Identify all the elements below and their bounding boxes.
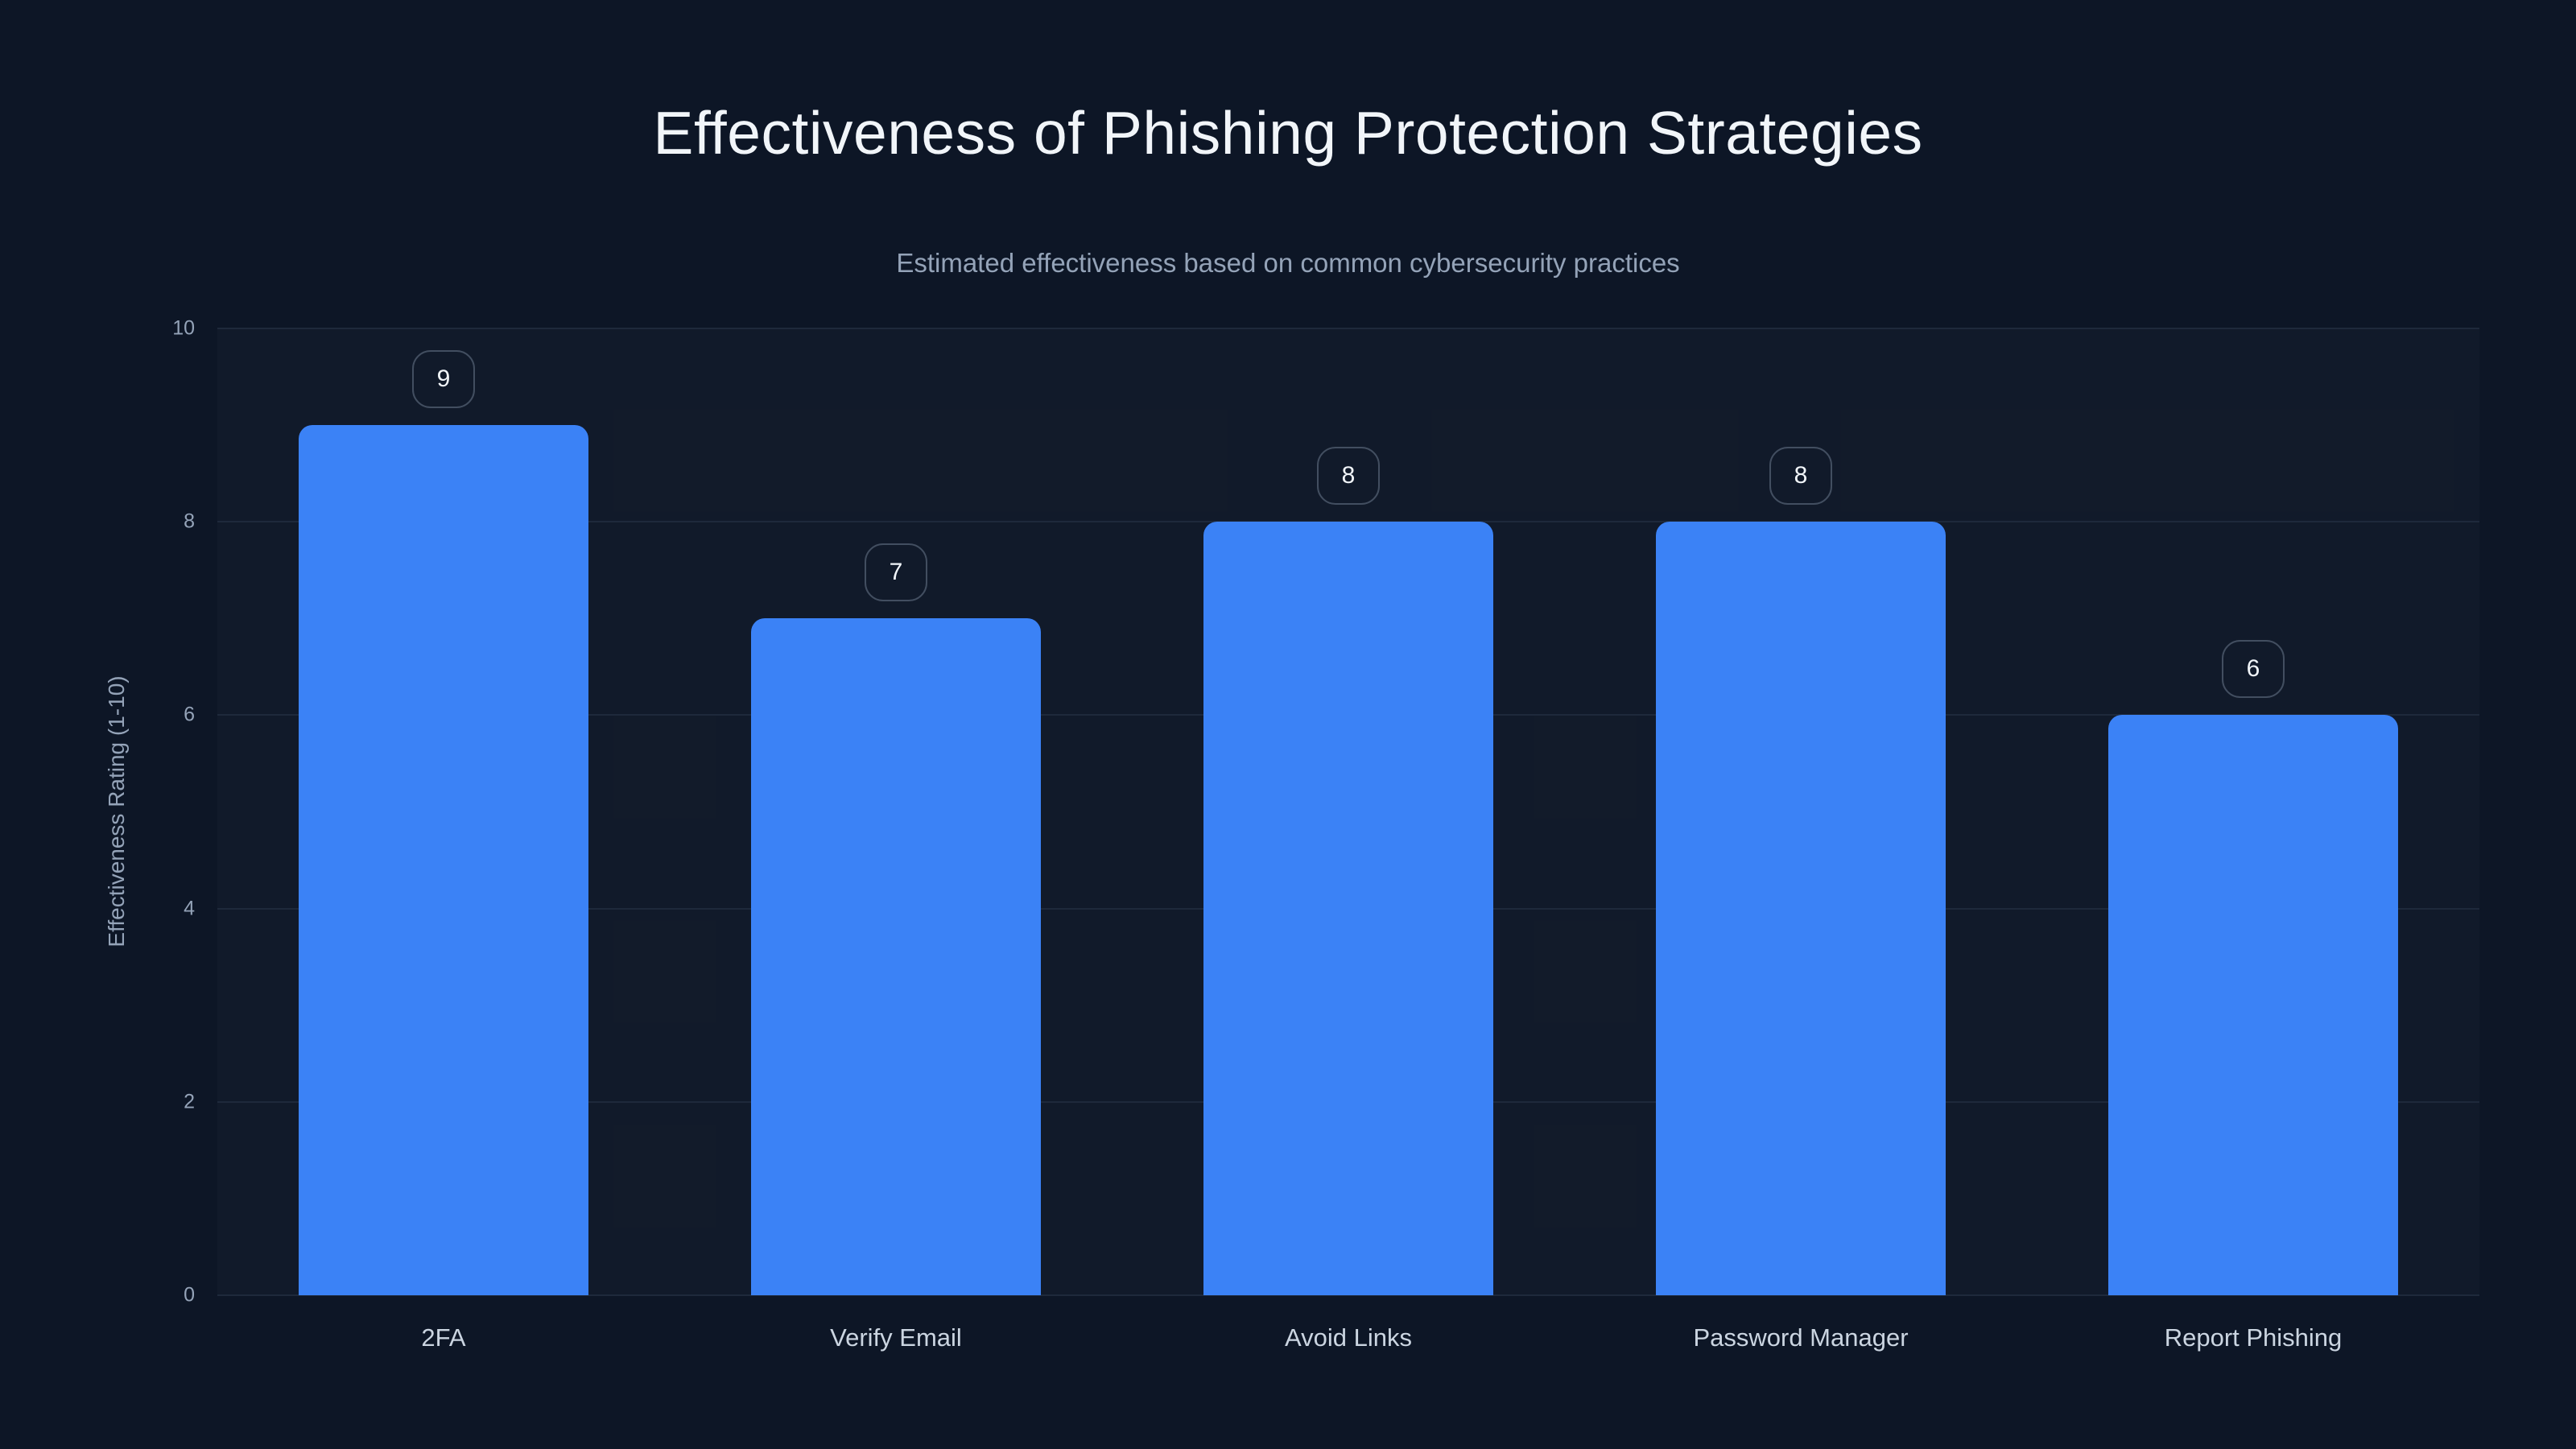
y-tick-label-10: 10 [172,316,195,340]
category-label-report-phishing: Report Phishing [2164,1323,2343,1352]
gridline-y-0 [217,1294,2479,1296]
category-label-2fa: 2FA [421,1323,466,1352]
bar-group-report-phishing: 6 Report Phishing [2027,328,2479,1352]
bar-2fa [299,425,588,1295]
category-label-avoid-links: Avoid Links [1285,1323,1412,1352]
plot-area: 0 2 4 6 8 10 9 2FA 7 Verify Email 8 Avoid Links 8 Pas… [172,318,2479,1352]
chart-title: Effectiveness of Phishing Protection Str… [653,99,1923,167]
y-tick-label-8: 8 [184,510,195,533]
bar-report-phishing [2108,715,2398,1295]
bar-password-manager [1656,522,1946,1295]
value-label-verify-email: 7 [865,543,927,602]
y-axis-title: Effectiveness Rating (1-10) [104,675,129,947]
bar-group-password-manager: 8 Password Manager [1575,328,2027,1352]
y-tick-label-0: 0 [184,1283,195,1307]
bar-group-verify-email: 7 Verify Email [670,328,1122,1352]
value-label-report-phishing: 6 [2222,640,2285,699]
y-tick-label-6: 6 [184,703,195,726]
gridline-y-10 [217,328,2479,329]
bar-group-avoid-links: 8 Avoid Links [1122,328,1575,1352]
y-tick-label-4: 4 [184,897,195,920]
value-label-2fa: 9 [412,350,475,409]
bar-group-2fa: 9 2FA [217,328,670,1352]
value-label-avoid-links: 8 [1317,447,1380,506]
category-label-verify-email: Verify Email [830,1323,962,1352]
value-label-password-manager: 8 [1769,447,1832,506]
bar-verify-email [751,618,1041,1295]
category-label-password-manager: Password Manager [1693,1323,1909,1352]
bar-avoid-links [1203,522,1493,1295]
y-tick-label-2: 2 [184,1090,195,1113]
chart-subtitle: Estimated effectiveness based on common … [896,248,1680,278]
